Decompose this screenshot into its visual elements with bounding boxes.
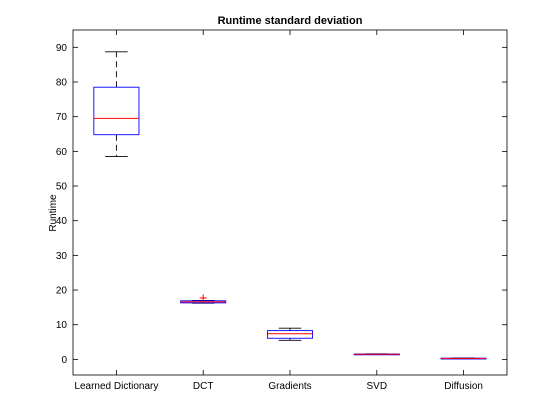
- x-tick-label: Gradients: [268, 381, 311, 392]
- y-axis-label: Runtime: [48, 194, 59, 232]
- x-tick-label: DCT: [193, 381, 214, 392]
- axes-frame: [72, 29, 508, 376]
- outlier-marker: [199, 294, 207, 302]
- box: [266, 330, 314, 339]
- y-tick-label: 20: [56, 286, 68, 297]
- y-tick-label: 90: [56, 43, 68, 54]
- chart-title: Runtime standard deviation: [218, 15, 363, 27]
- x-tick-label: Diffusion: [444, 381, 483, 392]
- y-tick-label: 60: [56, 147, 68, 158]
- y-tick-label: 40: [56, 216, 68, 227]
- y-tick-label: 70: [56, 112, 68, 123]
- x-tick-label: Learned Dictionary: [74, 381, 158, 392]
- plot-area: 0 10 20 30 40 50 60 70 80 90 Learned Dictionary DCT…: [56, 29, 508, 392]
- y-tick-label: 80: [56, 78, 68, 89]
- y-tick-label: 30: [56, 251, 68, 262]
- x-tick-label: SVD: [367, 381, 388, 392]
- y-tick-label: 50: [56, 182, 68, 193]
- y-tick-label: 0: [61, 355, 67, 366]
- box: [93, 86, 140, 136]
- y-tick-label: 10: [56, 320, 68, 331]
